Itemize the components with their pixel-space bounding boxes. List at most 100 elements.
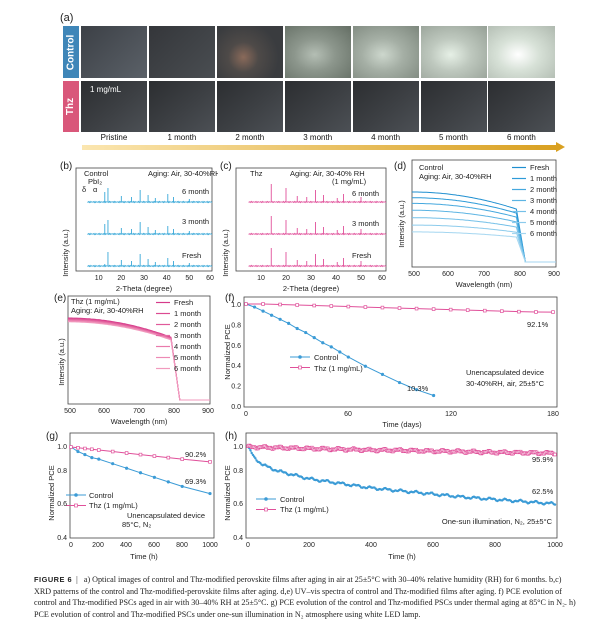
pce-point xyxy=(125,466,129,470)
panel-d-xlabel: Wavelength (nm) xyxy=(456,280,513,289)
control-film-photo xyxy=(352,26,419,78)
xrd-baseline xyxy=(87,264,213,268)
panel-h-ytick-3: 1.0 xyxy=(233,444,243,451)
panel-g-legend-control: Control xyxy=(89,491,114,500)
pce-point xyxy=(448,307,453,312)
uv-legend-label: 1 month xyxy=(530,174,557,183)
uv-curve xyxy=(412,231,556,263)
uv-legend-label: 6 month xyxy=(174,364,201,373)
pce-point xyxy=(551,310,555,314)
panel-b-title: Aging: Air, 30-40%RH xyxy=(148,169,218,178)
uv-legend-label: 3 month xyxy=(530,196,557,205)
panel-e-title: Thz (1 mg/mL) xyxy=(71,297,120,306)
panel-g-note-line1: Unencapsulated device xyxy=(127,511,205,520)
timeline-label: 2 month xyxy=(235,133,265,142)
pce-point xyxy=(346,304,351,309)
control-film-photo xyxy=(81,26,148,78)
xrd-baseline xyxy=(248,264,387,268)
pce-point xyxy=(97,457,101,461)
panel-e-uvvis-thz: (e) Intensity (a.u.) Thz (1 mg/mL) Aging… xyxy=(54,293,214,426)
panel-f-xlabel: Time (days) xyxy=(382,420,422,429)
panel-h-label: (h) xyxy=(225,431,237,442)
thz-row-label: Thz xyxy=(63,81,79,132)
pce-point xyxy=(138,471,143,475)
pce-point xyxy=(69,445,73,449)
panel-f-control-end-label: 10.3% xyxy=(407,384,429,393)
pce-point xyxy=(111,462,115,466)
panel-f-xtick-0: 0 xyxy=(244,411,248,418)
panel-f-label: (f) xyxy=(225,293,234,304)
pce-point xyxy=(166,480,170,484)
pce-point xyxy=(110,449,115,454)
pce-point xyxy=(329,345,333,349)
panel-b-xtick-0: 10 xyxy=(95,275,103,282)
thz-film-photo xyxy=(284,81,352,132)
thz-concentration-note: 1 mg/mL xyxy=(90,85,122,94)
panel-g-xtick-3: 600 xyxy=(148,542,160,549)
panel-e-xtick-1: 600 xyxy=(98,408,110,415)
pce-point xyxy=(166,455,171,460)
xrd-baseline xyxy=(87,200,213,204)
panel-h-ytick-2: 0.8 xyxy=(233,468,243,475)
xrd-baseline xyxy=(87,232,213,236)
pce-point xyxy=(244,302,248,306)
thz-film-photo xyxy=(488,81,555,132)
panel-f-xtick-2: 120 xyxy=(445,411,457,418)
timeline-label: 6 month xyxy=(506,133,536,142)
panel-c-xrd-thz: (c) Intensity (a.u.) Thz Aging: Air, 30-… xyxy=(220,161,387,293)
panel-b-delta: δ xyxy=(82,185,86,194)
pce-point xyxy=(380,372,385,376)
panel-b-pbi2: PbI₂ xyxy=(88,177,102,186)
panel-h-xtick-3: 600 xyxy=(427,542,439,549)
panel-h-thz-end-label: 95.9% xyxy=(532,455,554,464)
pce-point xyxy=(465,308,470,312)
panel-c-label: (c) xyxy=(220,161,232,172)
pce-point xyxy=(397,306,402,310)
pce-point xyxy=(90,456,94,460)
pce-point xyxy=(312,336,316,340)
control-row-label: Control xyxy=(63,26,79,78)
panel-f-ytick-2: 0.4 xyxy=(231,363,241,370)
pce-point xyxy=(76,446,80,450)
panel-b-ylabel: Intensity (a.u.) xyxy=(61,229,70,277)
panel-c-xtick-5: 60 xyxy=(378,275,386,282)
panel-c-xtick-2: 30 xyxy=(307,275,315,282)
pce-point xyxy=(553,452,557,457)
xrd-baseline xyxy=(248,200,387,204)
pce-legend-marker xyxy=(298,365,302,370)
panel-f-legend-control: Control xyxy=(314,353,339,362)
panel-f-ytick-4: 0.8 xyxy=(231,322,241,329)
panel-f-note-line2: 30-40%RH, air, 25±5°C xyxy=(466,379,545,388)
panel-f-pce-air: (f) Normalized PCE Control Thz (1 mg/mL)… xyxy=(223,293,559,429)
thz-film-photo xyxy=(352,81,419,132)
uv-legend-label: 2 month xyxy=(530,185,557,194)
panel-b-label: (b) xyxy=(60,161,72,172)
panel-g-label: (g) xyxy=(46,431,58,442)
panel-d-xtick-3: 800 xyxy=(514,271,526,278)
panel-e-label: (e) xyxy=(54,293,66,304)
panel-d-title: Control xyxy=(419,163,444,172)
panel-h-xlabel: Time (h) xyxy=(388,552,416,561)
panel-c-series-3-month: 3 month xyxy=(352,219,379,228)
panel-e-xtick-4: 900 xyxy=(202,408,214,415)
caption-text: a) Optical images of control and Thz-mod… xyxy=(34,575,576,619)
panel-h-xtick-0: 0 xyxy=(246,542,250,549)
panel-g-xtick-2: 400 xyxy=(120,542,132,549)
uv-legend-label: 1 month xyxy=(174,309,201,318)
panel-b-xlabel: 2-Theta (degree) xyxy=(116,284,173,293)
pce-point xyxy=(295,326,299,331)
panel-f-legend-thz: Thz (1 mg/mL) xyxy=(314,364,363,373)
panel-c-xtick-1: 20 xyxy=(282,275,290,282)
pce-point xyxy=(363,305,368,309)
uv-legend-label: Fresh xyxy=(530,163,549,172)
panel-e-xtick-3: 800 xyxy=(168,408,180,415)
panel-b-series-6-month: 6 month xyxy=(182,187,209,196)
pce-point xyxy=(329,304,334,308)
control-film-photo xyxy=(488,26,555,78)
panel-b-alpha: α xyxy=(93,185,98,194)
pce-point xyxy=(295,303,299,307)
pce-point xyxy=(90,447,94,452)
panel-b-series-fresh: Fresh xyxy=(182,251,201,260)
control-film-photo xyxy=(216,26,284,78)
pce-point xyxy=(76,449,80,454)
